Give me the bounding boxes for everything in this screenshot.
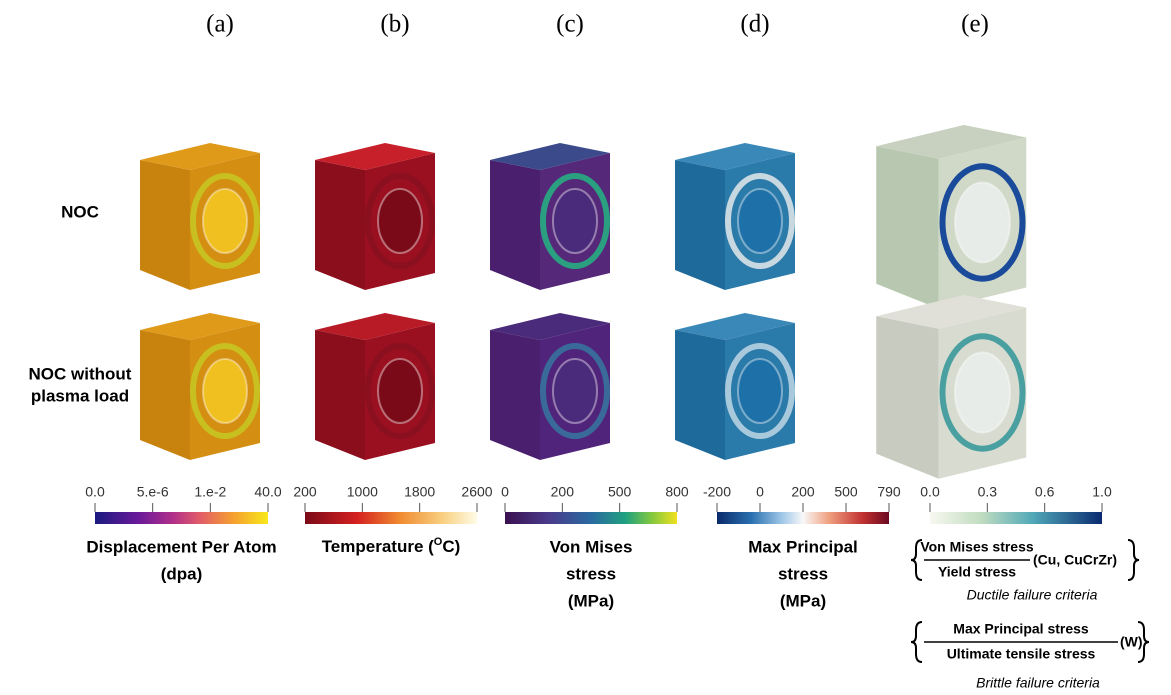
hole bbox=[955, 353, 1010, 433]
panel-label: (c) bbox=[556, 11, 584, 38]
block-side bbox=[675, 160, 725, 290]
numerator: Max Principal stress bbox=[953, 621, 1089, 637]
row-label: plasma load bbox=[31, 386, 129, 405]
panel-label: (a) bbox=[206, 11, 234, 38]
colorbar-tick-label: 500 bbox=[834, 484, 858, 500]
colorbar-title: stress bbox=[566, 564, 616, 583]
colorbar-tick-label: 200 bbox=[293, 484, 317, 500]
hole bbox=[738, 189, 782, 253]
hole bbox=[203, 189, 247, 253]
colorbar-tick-label: 0.0 bbox=[85, 484, 105, 500]
colorbar bbox=[505, 512, 677, 524]
colorbar-tick-label: 0.6 bbox=[1035, 484, 1055, 500]
numerator: Von Mises stress bbox=[920, 539, 1034, 555]
colorbar-title: (MPa) bbox=[780, 591, 826, 610]
colorbar-tick-label: 1800 bbox=[404, 484, 435, 500]
block-side bbox=[315, 330, 365, 460]
hole bbox=[738, 359, 782, 423]
colorbar-tick-label: 1.e-2 bbox=[194, 484, 226, 500]
colorbar-tick-label: 500 bbox=[608, 484, 632, 500]
colorbar-tick-label: 2600 bbox=[461, 484, 492, 500]
colorbar-title: Von Mises bbox=[550, 537, 633, 556]
colorbar-tick-label: 790 bbox=[877, 484, 901, 500]
hole bbox=[378, 359, 422, 423]
colorbar-tick-label: 0.0 bbox=[920, 484, 940, 500]
materials: (W) bbox=[1120, 634, 1143, 650]
panel-label: (e) bbox=[961, 11, 989, 38]
panel-label: (d) bbox=[740, 11, 769, 38]
panel-label: (b) bbox=[380, 11, 409, 38]
hole bbox=[955, 183, 1010, 263]
row-label: NOC bbox=[61, 202, 99, 221]
colorbar-tick-label: 0.3 bbox=[978, 484, 998, 500]
block-side bbox=[490, 330, 540, 460]
renders bbox=[140, 125, 1026, 479]
colorbar bbox=[95, 512, 268, 524]
block-side bbox=[140, 330, 190, 460]
colorbar bbox=[930, 512, 1102, 524]
colorbar-title: stress bbox=[778, 564, 828, 583]
colorbar-title: Max Principal bbox=[748, 537, 858, 556]
caption: Ductile failure criteria bbox=[967, 587, 1098, 603]
colorbar-tick-label: -200 bbox=[703, 484, 731, 500]
materials: (Cu, CuCrZr) bbox=[1033, 552, 1117, 568]
block-side bbox=[490, 160, 540, 290]
block-side bbox=[315, 160, 365, 290]
title-part: C) bbox=[442, 537, 460, 556]
colorbar bbox=[305, 512, 477, 524]
denominator: Yield stress bbox=[938, 564, 1016, 580]
block-side bbox=[876, 316, 939, 479]
colorbar-title: Displacement Per Atom bbox=[86, 537, 276, 556]
brace bbox=[911, 622, 922, 662]
colorbar-tick-label: 200 bbox=[551, 484, 575, 500]
colorbar-title: Temperature (OC) bbox=[322, 536, 461, 557]
hole bbox=[378, 189, 422, 253]
figure: (a) (b) (c) (d) (e) NOC NOC without plasma load… bbox=[0, 0, 1171, 695]
colorbar-title: (MPa) bbox=[568, 591, 614, 610]
colorbar-tick-label: 200 bbox=[791, 484, 815, 500]
hole bbox=[203, 359, 247, 423]
colorbar-tick-label: 5.e-6 bbox=[137, 484, 169, 500]
colorbar-tick-label: 0 bbox=[501, 484, 509, 500]
colorbar-tick-label: 800 bbox=[665, 484, 689, 500]
colorbar-tick-label: 1.0 bbox=[1092, 484, 1112, 500]
block-side bbox=[876, 146, 939, 309]
colorbar-tick-label: 40.0 bbox=[254, 484, 281, 500]
block-side bbox=[140, 160, 190, 290]
colorbar-tick-label: 1000 bbox=[347, 484, 378, 500]
hole bbox=[553, 359, 597, 423]
hole bbox=[553, 189, 597, 253]
title-part: Temperature ( bbox=[322, 537, 434, 556]
colorbar bbox=[717, 512, 889, 524]
block-side bbox=[675, 330, 725, 460]
caption: Brittle failure criteria bbox=[976, 675, 1100, 691]
brace bbox=[1128, 540, 1139, 580]
colorbar-tick-label: 0 bbox=[756, 484, 764, 500]
denominator: Ultimate tensile stress bbox=[947, 646, 1096, 662]
colorbar-title: (dpa) bbox=[161, 564, 203, 583]
row-label: NOC without bbox=[29, 364, 132, 383]
